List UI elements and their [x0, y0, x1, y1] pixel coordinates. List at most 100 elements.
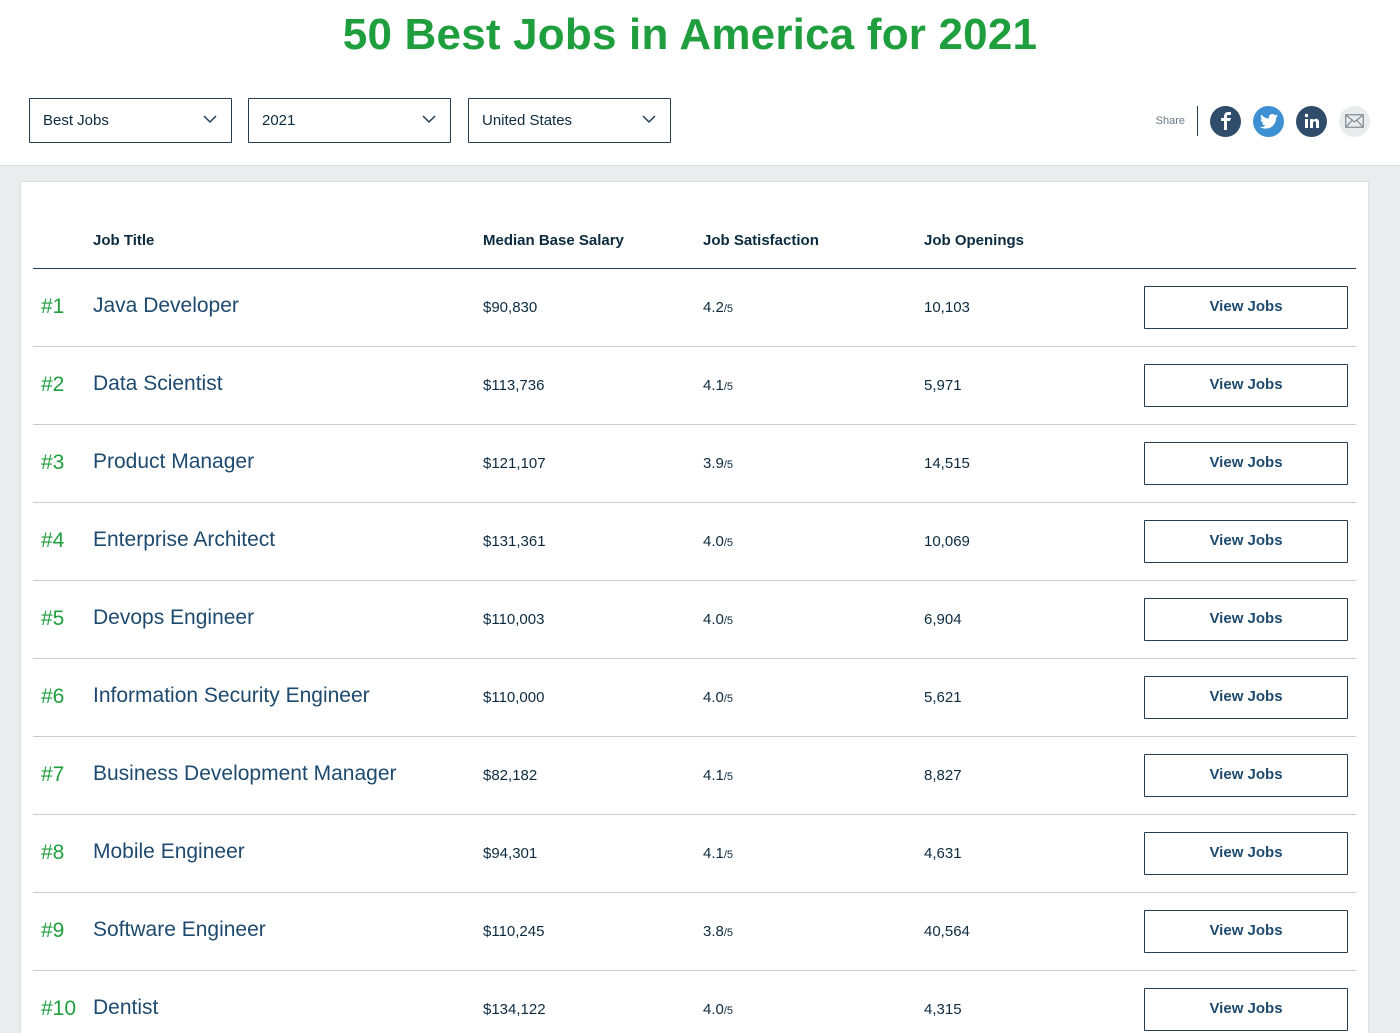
table-row: #5 Devops Engineer $110,003 4.0/5 6,904 …: [33, 581, 1356, 659]
job-satisfaction: 4.1/5: [703, 767, 733, 784]
table-row: #1 Java Developer $90,830 4.2/5 10,103 V…: [33, 269, 1356, 347]
job-title-link[interactable]: Data Scientist: [93, 372, 223, 395]
job-title-link[interactable]: Enterprise Architect: [93, 528, 276, 551]
job-rank: #7: [41, 763, 65, 786]
satisfaction-scale: /5: [723, 771, 734, 783]
view-jobs-button[interactable]: View Jobs: [1144, 286, 1348, 329]
twitter-icon[interactable]: [1253, 105, 1284, 137]
job-satisfaction: 3.9/5: [703, 455, 733, 472]
table-row: #3 Product Manager $121,107 3.9/5 14,515…: [33, 425, 1356, 503]
satisfaction-score: 4.1: [703, 845, 724, 862]
job-rank: #3: [41, 451, 65, 474]
year-value: 2021: [262, 112, 296, 129]
job-rank: #1: [41, 295, 65, 318]
satisfaction-score: 4.0: [703, 533, 724, 550]
table-row: #10 Dentist $134,122 4.0/5 4,315 View Jo…: [33, 971, 1356, 1033]
satisfaction-score: 4.0: [703, 1001, 724, 1018]
country-dropdown[interactable]: United States: [468, 98, 671, 143]
job-satisfaction: 4.0/5: [703, 533, 733, 550]
job-salary: $131,361: [483, 533, 546, 550]
job-openings: 10,103: [924, 299, 970, 316]
job-salary: $82,182: [483, 767, 538, 784]
jobs-table: Job Title Median Base Salary Job Satisfa…: [20, 181, 1369, 1033]
job-openings: 4,315: [924, 1001, 962, 1018]
table-row: #2 Data Scientist $113,736 4.1/5 5,971 V…: [33, 347, 1356, 425]
view-jobs-button[interactable]: View Jobs: [1144, 832, 1348, 875]
job-title-link[interactable]: Information Security Engineer: [93, 684, 370, 707]
job-salary: $110,000: [483, 689, 545, 706]
header-openings: Job Openings: [924, 232, 1025, 249]
job-satisfaction: 4.1/5: [703, 845, 733, 862]
job-satisfaction: 4.0/5: [703, 689, 733, 706]
table-row: #6 Information Security Engineer $110,00…: [33, 659, 1356, 737]
job-satisfaction: 4.1/5: [703, 377, 733, 394]
page-title: 50 Best Jobs in America for 2021: [342, 10, 1038, 59]
satisfaction-scale: /5: [723, 459, 734, 471]
satisfaction-scale: /5: [723, 927, 734, 939]
job-openings: 5,971: [924, 377, 962, 394]
job-salary: $134,122: [483, 1001, 546, 1018]
view-jobs-button[interactable]: View Jobs: [1144, 364, 1348, 407]
job-title-link[interactable]: Dentist: [93, 996, 159, 1019]
table-header: Job Title Median Base Salary Job Satisfa…: [33, 182, 1356, 269]
job-openings: 14,515: [924, 455, 970, 472]
satisfaction-score: 4.1: [703, 767, 724, 784]
job-rank: #8: [41, 841, 65, 864]
linkedin-icon[interactable]: [1296, 105, 1327, 137]
year-dropdown[interactable]: 2021: [248, 98, 451, 143]
job-title-link[interactable]: Business Development Manager: [93, 762, 397, 785]
header-satisfaction: Job Satisfaction: [703, 232, 819, 249]
job-salary: $121,107: [483, 455, 546, 472]
email-icon[interactable]: [1339, 105, 1370, 137]
job-satisfaction: 4.0/5: [703, 611, 733, 628]
share-label: Share: [1155, 115, 1185, 127]
table-row: #7 Business Development Manager $82,182 …: [33, 737, 1356, 815]
job-salary: $110,245: [483, 923, 545, 940]
job-satisfaction: 4.2/5: [703, 299, 733, 316]
satisfaction-scale: /5: [723, 303, 734, 315]
view-jobs-button[interactable]: View Jobs: [1144, 988, 1348, 1031]
job-openings: 5,621: [924, 689, 962, 706]
job-openings: 40,564: [924, 923, 970, 940]
job-title-link[interactable]: Devops Engineer: [93, 606, 255, 629]
job-title-link[interactable]: Java Developer: [93, 294, 239, 317]
table-row: #9 Software Engineer $110,245 3.8/5 40,5…: [33, 893, 1356, 971]
chevron-down-icon: [642, 115, 656, 124]
job-openings: 6,904: [924, 611, 962, 628]
view-jobs-button[interactable]: View Jobs: [1144, 910, 1348, 953]
list-type-dropdown[interactable]: Best Jobs: [29, 98, 232, 143]
share-divider: [1197, 106, 1198, 136]
satisfaction-score: 3.8: [703, 923, 724, 940]
share-bar: Share: [1156, 104, 1370, 138]
view-jobs-button[interactable]: View Jobs: [1144, 598, 1348, 641]
facebook-icon[interactable]: [1210, 105, 1241, 137]
job-title-link[interactable]: Mobile Engineer: [93, 840, 245, 863]
satisfaction-scale: /5: [723, 693, 734, 705]
table-row: #4 Enterprise Architect $131,361 4.0/5 1…: [33, 503, 1356, 581]
satisfaction-score: 3.9: [703, 455, 724, 472]
satisfaction-scale: /5: [723, 849, 734, 861]
satisfaction-score: 4.2: [703, 299, 724, 316]
satisfaction-score: 4.1: [703, 377, 724, 394]
job-satisfaction: 4.0/5: [703, 1001, 733, 1018]
header-job-title: Job Title: [93, 232, 155, 249]
job-openings: 8,827: [924, 767, 962, 784]
view-jobs-button[interactable]: View Jobs: [1144, 520, 1348, 563]
job-rank: #4: [41, 529, 65, 552]
chevron-down-icon: [422, 115, 436, 124]
job-salary: $113,736: [483, 377, 545, 394]
job-rank: #10: [41, 997, 77, 1020]
job-openings: 4,631: [924, 845, 962, 862]
job-title-link[interactable]: Product Manager: [93, 450, 255, 473]
view-jobs-button[interactable]: View Jobs: [1144, 676, 1348, 719]
job-rank: #5: [41, 607, 65, 630]
view-jobs-button[interactable]: View Jobs: [1144, 442, 1348, 485]
job-title-link[interactable]: Software Engineer: [93, 918, 266, 941]
satisfaction-scale: /5: [723, 381, 734, 393]
job-rank: #2: [41, 373, 65, 396]
job-salary: $94,301: [483, 845, 538, 862]
chevron-down-icon: [203, 115, 217, 124]
country-value: United States: [482, 112, 573, 129]
view-jobs-button[interactable]: View Jobs: [1144, 754, 1348, 797]
job-salary: $90,830: [483, 299, 538, 316]
